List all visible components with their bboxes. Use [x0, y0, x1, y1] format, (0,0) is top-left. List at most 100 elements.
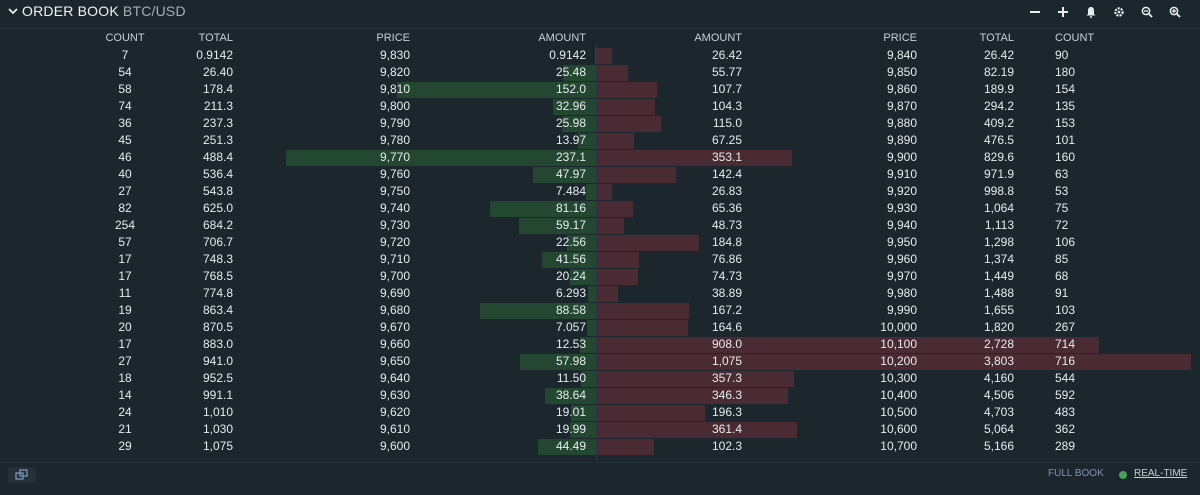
ask-amount-cell: 196.3: [711, 405, 742, 419]
bid-price-cell: 9,790: [379, 116, 410, 130]
ask-price-cell: 9,920: [886, 184, 917, 198]
table-row[interactable]: 18 952.5 9,640 11.50 357.3 10,300 4,160 544: [0, 370, 1200, 387]
table-row[interactable]: 17 768.5 9,700 20.24 74.73 9,970 1,449 68: [0, 268, 1200, 285]
table-row[interactable]: 58 178.4 9,810 152.0 107.7 9,860 189.9 154: [0, 81, 1200, 98]
alerts-button[interactable]: [1082, 3, 1100, 21]
realtime-link[interactable]: REAL-TIME: [1134, 468, 1188, 479]
bid-depth-bar: [595, 48, 596, 64]
bid-price-cell: 9,660: [379, 337, 410, 351]
ask-count-header[interactable]: COUNT: [1055, 32, 1095, 44]
ask-price-header[interactable]: PRICE: [883, 32, 917, 44]
table-row[interactable]: 27 941.0 9,650 57.98 1,075 10,200 3,803 716: [0, 353, 1200, 370]
ask-price-cell: 9,960: [886, 252, 917, 266]
zoom-out-button[interactable]: [1138, 3, 1156, 21]
bid-total-cell: 0.9142: [196, 48, 233, 62]
ask-price-cell: 9,870: [886, 99, 917, 113]
full-book-link[interactable]: FULL BOOK: [1048, 468, 1104, 479]
bid-price-cell: 9,640: [379, 371, 410, 385]
ask-depth-bar: [597, 405, 705, 421]
table-row[interactable]: 14 991.1 9,630 38.64 346.3 10,400 4,506 592: [0, 387, 1200, 404]
bid-total-cell: 251.3: [202, 133, 233, 147]
ask-price-cell: 10,200: [880, 354, 917, 368]
ask-price-cell: 9,880: [886, 116, 917, 130]
table-row[interactable]: 82 625.0 9,740 81.16 65.36 9,930 1,064 75: [0, 200, 1200, 217]
ask-total-header[interactable]: TOTAL: [979, 32, 1014, 44]
toolbar: [1026, 3, 1184, 21]
bid-depth-bar: [571, 405, 596, 421]
bid-depth-bar: [286, 150, 596, 166]
table-row[interactable]: 27 543.8 9,750 7.484 26.83 9,920 998.8 53: [0, 183, 1200, 200]
table-row[interactable]: 46 488.4 9,770 237.1 353.1 9,900 829.6 160: [0, 149, 1200, 166]
ask-total-cell: 5,064: [983, 422, 1014, 436]
table-row[interactable]: 45 251.3 9,780 13.97 67.25 9,890 476.5 101: [0, 132, 1200, 149]
ask-count-cell: 483: [1055, 405, 1076, 419]
ask-count-cell: 592: [1055, 388, 1076, 402]
bid-amount-header[interactable]: AMOUNT: [538, 32, 586, 44]
table-row[interactable]: 11 774.8 9,690 6.293 38.89 9,980 1,488 91: [0, 285, 1200, 302]
ask-amount-cell: 1,075: [711, 354, 742, 368]
ask-price-cell: 9,940: [886, 218, 917, 232]
ask-price-cell: 10,500: [880, 405, 917, 419]
bid-count-cell: 24: [118, 405, 132, 419]
ask-amount-header[interactable]: AMOUNT: [694, 32, 742, 44]
ask-price-cell: 9,970: [886, 269, 917, 283]
bid-count-cell: 17: [118, 269, 132, 283]
ask-total-cell: 409.2: [983, 116, 1014, 130]
ask-total-cell: 189.9: [983, 82, 1014, 96]
bid-price-cell: 9,800: [379, 99, 410, 113]
table-row[interactable]: 36 237.3 9,790 25.98 115.0 9,880 409.2 153: [0, 115, 1200, 132]
table-row[interactable]: 57 706.7 9,720 22.56 184.8 9,950 1,298 106: [0, 234, 1200, 251]
bid-count-cell: 45: [118, 133, 132, 147]
ask-amount-cell: 38.89: [711, 286, 742, 300]
ask-count-cell: 160: [1055, 150, 1076, 164]
ask-depth-bar: [597, 218, 624, 234]
bid-count-cell: 17: [118, 337, 132, 351]
table-row[interactable]: 17 883.0 9,660 12.53 908.0 10,100 2,728 714: [0, 336, 1200, 353]
bid-total-cell: 178.4: [202, 82, 233, 96]
settings-button[interactable]: [1110, 3, 1128, 21]
bid-count-header[interactable]: COUNT: [105, 32, 145, 44]
ask-total-cell: 1,488: [983, 286, 1014, 300]
table-row[interactable]: 254 684.2 9,730 59.17 48.73 9,940 1,113 72: [0, 217, 1200, 234]
table-row[interactable]: 74 211.3 9,800 32.96 104.3 9,870 294.2 135: [0, 98, 1200, 115]
increase-precision-button[interactable]: [1054, 3, 1072, 21]
ask-price-cell: 10,300: [880, 371, 917, 385]
chevron-down-icon[interactable]: [6, 4, 20, 18]
bid-total-header[interactable]: TOTAL: [198, 32, 233, 44]
bid-depth-bar: [490, 201, 596, 217]
bid-total-cell: 684.2: [202, 218, 233, 232]
ask-amount-cell: 353.1: [711, 150, 742, 164]
ask-amount-cell: 908.0: [711, 337, 742, 351]
bid-price-cell: 9,600: [379, 439, 410, 453]
bid-depth-bar: [581, 371, 596, 387]
bid-price-header[interactable]: PRICE: [376, 32, 410, 44]
ask-count-cell: 135: [1055, 99, 1076, 113]
popout-button[interactable]: [8, 467, 36, 483]
table-row[interactable]: 7 0.9142 9,830 0.9142 26.42 9,840 26.42 90: [0, 47, 1200, 64]
ask-depth-bar: [597, 439, 654, 455]
bid-total-cell: 26.40: [202, 65, 233, 79]
ask-depth-bar: [597, 99, 655, 115]
bid-count-cell: 36: [118, 116, 132, 130]
bid-count-cell: 27: [118, 184, 132, 198]
table-row[interactable]: 40 536.4 9,760 47.97 142.4 9,910 971.9 63: [0, 166, 1200, 183]
table-row[interactable]: 29 1,075 9,600 44.49 102.3 10,700 5,166 289: [0, 438, 1200, 455]
bid-total-cell: 941.0: [202, 354, 233, 368]
table-row[interactable]: 20 870.5 9,670 7.057 164.6 10,000 1,820 267: [0, 319, 1200, 336]
bid-amount-cell: 0.9142: [549, 48, 586, 62]
popout-icon: [15, 469, 28, 480]
ask-price-cell: 9,980: [886, 286, 917, 300]
table-row[interactable]: 24 1,010 9,620 19.01 196.3 10,500 4,703 483: [0, 404, 1200, 421]
gear-icon: [1114, 7, 1124, 17]
table-row[interactable]: 19 863.4 9,680 88.58 167.2 9,990 1,655 103: [0, 302, 1200, 319]
ask-total-cell: 971.9: [983, 167, 1014, 181]
zoom-in-button[interactable]: [1166, 3, 1184, 21]
decrease-precision-button[interactable]: [1026, 3, 1044, 21]
plus-icon: [1058, 7, 1068, 17]
ask-depth-bar: [597, 82, 657, 98]
table-row[interactable]: 21 1,030 9,610 19.99 361.4 10,600 5,064 362: [0, 421, 1200, 438]
ask-price-cell: 9,950: [886, 235, 917, 249]
table-row[interactable]: 17 748.3 9,710 41.56 76.86 9,960 1,374 85: [0, 251, 1200, 268]
ask-depth-bar: [597, 133, 634, 149]
table-row[interactable]: 54 26.40 9,820 25.48 55.77 9,850 82.19 180: [0, 64, 1200, 81]
